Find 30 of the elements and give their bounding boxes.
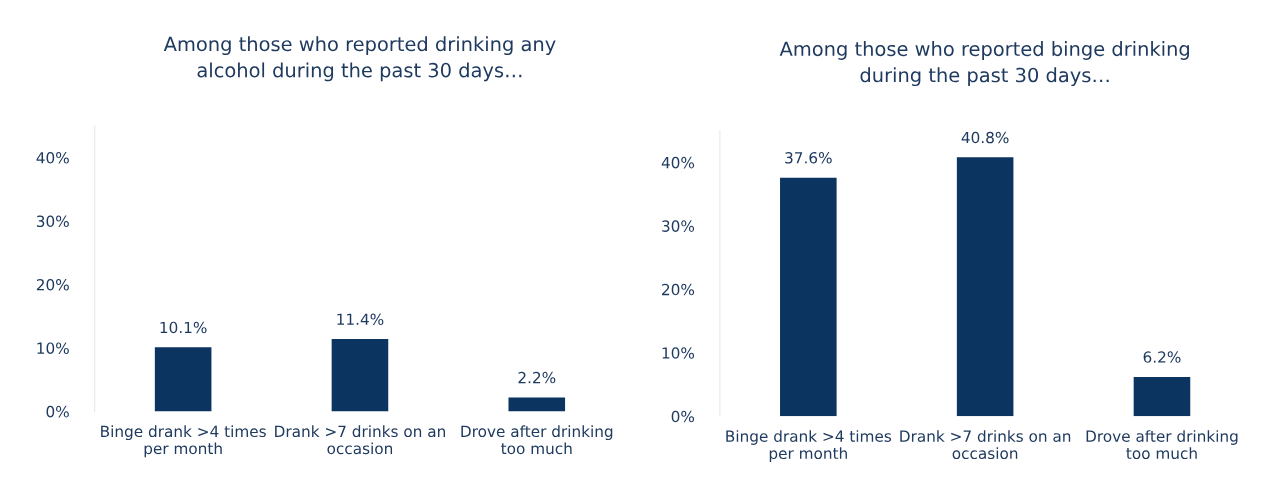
x-tick-label: Drank >7 drinks on an occasion — [275, 425, 445, 455]
bar — [1133, 376, 1191, 417]
y-tick-label: 20% — [36, 278, 69, 291]
y-tick-label: 30% — [36, 215, 69, 228]
data-label: 6.2% — [1143, 351, 1181, 363]
data-label: 10.1% — [160, 321, 207, 334]
y-tick-label: 0% — [671, 410, 695, 423]
y-tick-label: 10% — [37, 342, 69, 354]
bar — [956, 157, 1014, 417]
x-tick-label: Binge drank >4 times per month — [726, 430, 892, 463]
x-tick-label: Binge drank >4 times per month — [101, 425, 266, 458]
x-tick-label: Drove after drinking too much — [461, 425, 613, 455]
x-tick-label: Drank >7 drinks on an occasion — [900, 430, 1071, 460]
data-label: 40.8% — [961, 131, 1009, 144]
y-tick-label: 40% — [36, 152, 69, 164]
y-tick-label: 0% — [46, 405, 69, 418]
data-label: 2.2% — [518, 371, 556, 384]
y-tick-label: 20% — [662, 283, 695, 296]
chart-title: Among those who reported binge drinking during the past 30 days… — [779, 41, 1189, 87]
y-tick-label: 10% — [662, 347, 695, 359]
data-label: 11.4% — [337, 313, 384, 325]
chart-title: Among those who reported drinking any alcohol during the past 30 days… — [163, 36, 556, 82]
y-tick-label: 40% — [661, 156, 695, 169]
bar — [154, 347, 212, 412]
data-label: 37.6% — [785, 152, 832, 164]
y-tick-label: 30% — [662, 220, 695, 232]
bar — [331, 339, 389, 412]
bar — [780, 177, 837, 417]
bar — [508, 397, 566, 412]
x-tick-label: Drove after drinking too much — [1086, 430, 1238, 460]
